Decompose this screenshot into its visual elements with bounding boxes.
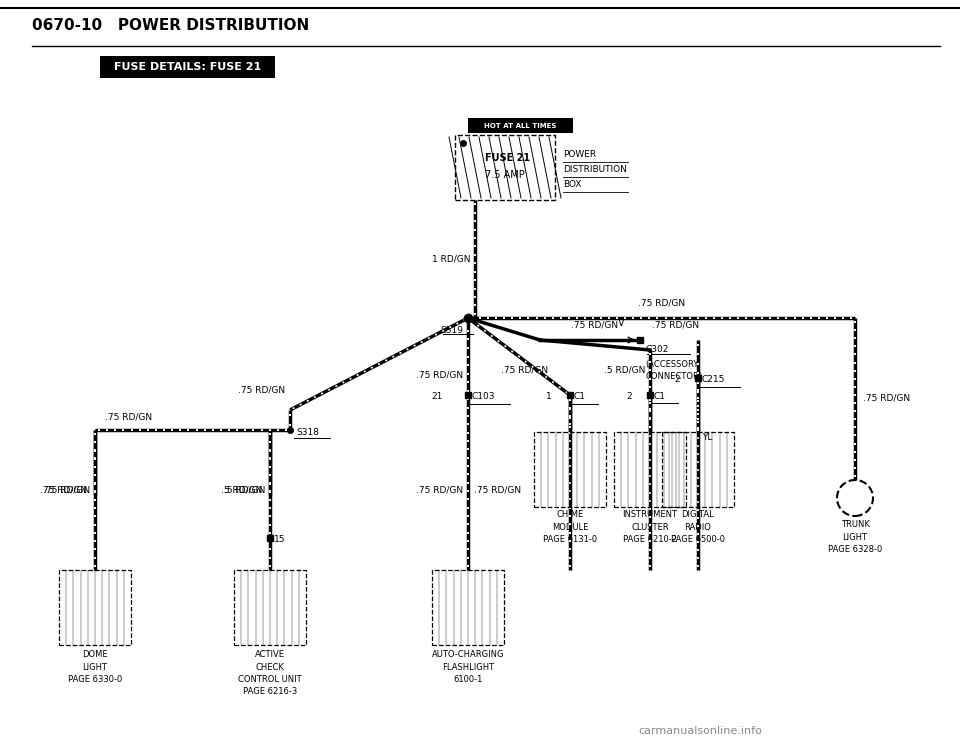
Text: CHIME
MODULE
PAGE 6131-0: CHIME MODULE PAGE 6131-0 [543, 510, 597, 544]
Text: DISTRIBUTION: DISTRIBUTION [563, 165, 627, 174]
Text: C1: C1 [574, 392, 586, 401]
Text: AUTO-CHARGING
FLASHLIGHT
6100-1: AUTO-CHARGING FLASHLIGHT 6100-1 [432, 650, 504, 684]
Text: .5 RD/GN: .5 RD/GN [224, 486, 265, 495]
Text: .5 RD/GN: .5 RD/GN [604, 366, 645, 374]
Bar [534, 432, 606, 507]
Text: C302: C302 [645, 345, 668, 354]
FancyBboxPatch shape [100, 56, 275, 78]
Text: INSTRUMENT
CLUSTER
PAGE 6210-2: INSTRUMENT CLUSTER PAGE 6210-2 [622, 510, 678, 544]
FancyBboxPatch shape [468, 118, 573, 133]
Text: .75 RD/GN: .75 RD/GN [416, 486, 463, 495]
Text: (ACCESSORY: (ACCESSORY [645, 360, 698, 369]
Text: .75 RD/GN: .75 RD/GN [416, 371, 463, 380]
Text: .75 RD/GN: .75 RD/GN [474, 486, 521, 495]
Text: DOME
LIGHT
PAGE 6330-0: DOME LIGHT PAGE 6330-0 [68, 650, 122, 684]
Text: HOT AT ALL TIMES: HOT AT ALL TIMES [484, 122, 557, 128]
Text: 1: 1 [546, 392, 552, 401]
Text: S319: S319 [440, 326, 463, 335]
Text: YL: YL [702, 433, 712, 442]
Text: carmanualsonline.info: carmanualsonline.info [638, 726, 763, 736]
Text: .75 RD/GN: .75 RD/GN [105, 413, 152, 422]
Text: 15: 15 [274, 535, 285, 544]
Bar [234, 570, 306, 645]
Text: S318: S318 [296, 428, 319, 437]
Text: DIGITAL
RADIO
PAGE 6500-0: DIGITAL RADIO PAGE 6500-0 [671, 510, 725, 544]
Text: .75 RD/GN: .75 RD/GN [501, 366, 548, 374]
Text: .75 RD/GN: .75 RD/GN [571, 321, 618, 330]
Text: 7.5 AMP: 7.5 AMP [485, 170, 525, 180]
Text: .75 RD/GN: .75 RD/GN [638, 299, 685, 308]
Text: .75 RD/GN: .75 RD/GN [238, 386, 285, 395]
Text: .75 RD/GN: .75 RD/GN [40, 486, 87, 495]
Text: 2: 2 [626, 392, 632, 401]
Text: C215: C215 [702, 375, 726, 384]
Bar [614, 432, 686, 507]
Bar [59, 570, 131, 645]
Text: 21: 21 [432, 392, 443, 401]
Text: 0670-10   POWER DISTRIBUTION: 0670-10 POWER DISTRIBUTION [32, 18, 309, 33]
Text: C1: C1 [654, 392, 666, 401]
Text: BOX: BOX [563, 180, 582, 189]
Text: POWER: POWER [563, 150, 596, 159]
Text: CONNECTOR): CONNECTOR) [645, 372, 702, 381]
Text: 2: 2 [674, 375, 680, 384]
Text: C103: C103 [472, 392, 495, 401]
Text: .5 RD/GN: .5 RD/GN [221, 486, 262, 495]
Bar [432, 570, 504, 645]
Text: TRUNK
LIGHT
PAGE 6328-0: TRUNK LIGHT PAGE 6328-0 [828, 520, 882, 554]
Text: .75 RD/GN: .75 RD/GN [652, 321, 699, 330]
Text: 1 RD/GN: 1 RD/GN [431, 254, 470, 263]
Text: FUSE DETAILS: FUSE 21: FUSE DETAILS: FUSE 21 [114, 62, 261, 72]
Text: .75 RD/GN: .75 RD/GN [43, 486, 90, 495]
Text: V: V [618, 318, 625, 328]
Bar [662, 432, 734, 507]
Text: FUSE 21: FUSE 21 [485, 153, 530, 163]
Text: ACTIVE
CHECK
CONTROL UNIT
PAGE 6216-3: ACTIVE CHECK CONTROL UNIT PAGE 6216-3 [238, 650, 301, 697]
Bar [455, 135, 555, 200]
Text: .75 RD/GN: .75 RD/GN [863, 393, 910, 403]
